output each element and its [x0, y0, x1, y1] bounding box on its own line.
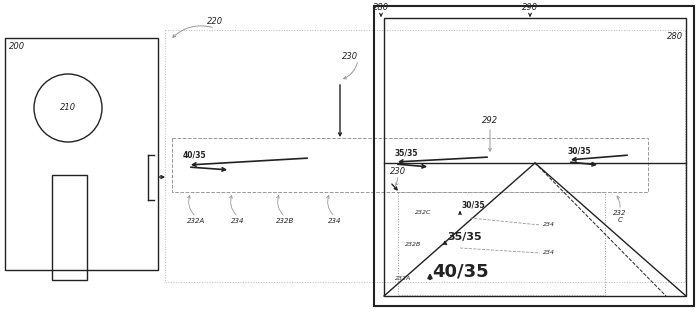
Text: 40/35: 40/35: [432, 262, 489, 280]
Text: 234: 234: [543, 221, 555, 226]
Text: 220: 220: [207, 17, 223, 26]
Text: 232C: 232C: [415, 209, 431, 214]
Bar: [165, 30, 685, 282]
Text: 232B: 232B: [276, 218, 294, 224]
Bar: [398, 192, 605, 295]
Bar: [374, 6, 694, 306]
Bar: [384, 18, 686, 296]
Text: 232A: 232A: [395, 275, 412, 280]
Text: 35/35: 35/35: [395, 149, 419, 158]
Text: 280: 280: [667, 32, 683, 41]
Text: 230: 230: [342, 52, 358, 61]
Text: 232B: 232B: [405, 241, 421, 246]
Text: 280: 280: [373, 3, 389, 12]
Text: 234: 234: [543, 250, 555, 255]
Text: 292: 292: [482, 116, 498, 125]
Bar: [5, 38, 158, 270]
Text: 40/35: 40/35: [183, 151, 206, 160]
Text: 234: 234: [328, 218, 342, 224]
Text: 232A: 232A: [187, 218, 205, 224]
Text: 234: 234: [231, 218, 245, 224]
Text: 30/35: 30/35: [568, 147, 592, 156]
Text: 230: 230: [390, 167, 406, 176]
Bar: [52, 175, 87, 280]
Text: 200: 200: [9, 42, 25, 51]
Text: 30/35: 30/35: [462, 201, 486, 210]
Text: 290: 290: [522, 3, 538, 12]
Text: 35/35: 35/35: [447, 232, 482, 242]
Bar: [172, 138, 648, 192]
Text: 232
C: 232 C: [613, 210, 626, 223]
Text: 210: 210: [60, 104, 76, 112]
